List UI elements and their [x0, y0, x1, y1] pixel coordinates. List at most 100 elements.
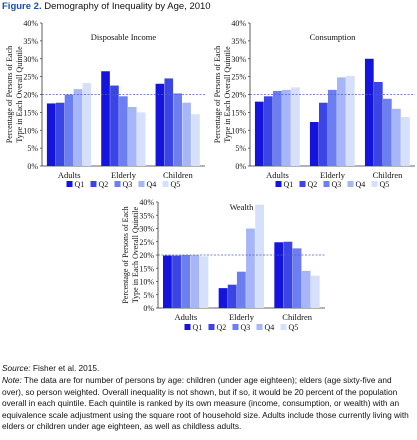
y-axis-label-line-1: Percentage of Persons of Each [121, 206, 130, 303]
bar-adults-q1 [163, 255, 172, 308]
y-tick-label: 30% [23, 55, 38, 64]
legend-swatch-q3 [323, 181, 330, 187]
bar-adults-q5 [82, 83, 92, 166]
bar-children-q2 [164, 78, 174, 166]
bar-elderly-q3 [327, 89, 337, 166]
category-label-elderly: Elderly [111, 170, 137, 180]
y-axis-label-line-1: Percentage of Persons of Each [213, 46, 222, 143]
bar-children-q5 [191, 114, 200, 166]
y-tick-label: 5% [27, 144, 38, 153]
legend-label-q1: Q1 [75, 180, 85, 189]
bar-adults-q1 [46, 103, 56, 166]
legend-swatch-q4 [256, 324, 263, 330]
bar-elderly-q2 [227, 284, 237, 308]
y-tick-label: 0% [27, 162, 38, 171]
bar-children-q3 [173, 93, 182, 166]
y-tick-label: 30% [139, 225, 154, 234]
bar-children-q1 [364, 58, 374, 166]
y-tick-label: 15% [23, 108, 38, 117]
y-axis-label-line-2: Type in Each Overall Quintile [15, 46, 24, 143]
y-tick-label: 30% [231, 55, 246, 64]
legend-label-q5: Q5 [171, 180, 181, 189]
y-tick-label: 20% [23, 91, 38, 100]
legend-swatch-q5 [162, 181, 169, 187]
legend-label-q2: Q2 [308, 180, 318, 189]
y-tick-label: 25% [139, 238, 154, 247]
legend-label-q5: Q5 [380, 180, 390, 189]
y-axis-label-line-2: Type in Each Overall Quintile [131, 206, 140, 303]
legend-swatch-q4 [347, 181, 354, 187]
y-tick-label: 15% [231, 108, 246, 117]
y-tick-label: 5% [143, 291, 154, 300]
chart-title: Disposable Income [91, 32, 157, 42]
y-tick-label: 25% [231, 73, 246, 82]
legend-swatch-q5 [371, 181, 378, 187]
category-label-adults: Adults [266, 170, 289, 180]
category-label-children: Children [163, 170, 193, 180]
legend-label-q3: Q3 [332, 180, 342, 189]
y-tick-label: 10% [231, 126, 246, 135]
bar-children-q4 [301, 270, 311, 308]
legend-swatch-q4 [138, 181, 145, 187]
bar-children-q1 [274, 242, 284, 308]
bar-adults-q4 [190, 255, 200, 308]
bar-elderly-q5 [255, 204, 265, 308]
bar-adults-q4 [73, 89, 83, 166]
legend-swatch-q2 [90, 181, 97, 187]
bar-adults-q3 [64, 94, 74, 166]
bar-children-q4 [392, 108, 401, 166]
y-tick-label: 20% [139, 251, 154, 260]
bar-adults-q2 [55, 102, 65, 166]
y-tick-label: 0% [235, 162, 246, 171]
legend-swatch-q1 [66, 181, 73, 187]
bar-elderly-q4 [127, 107, 137, 166]
bar-adults-q5 [199, 256, 209, 308]
bar-adults-q3 [181, 255, 191, 308]
chart-title: Wealth [230, 202, 255, 212]
chart-title: Consumption [310, 32, 357, 42]
legend-label-q2: Q2 [217, 323, 227, 332]
bar-elderly-q3 [119, 96, 128, 166]
bar-elderly-q1 [218, 288, 228, 308]
bar-elderly-q4 [337, 77, 346, 166]
bar-children-q2 [373, 81, 383, 166]
category-label-children: Children [373, 170, 403, 180]
y-tick-label: 5% [235, 144, 246, 153]
legend-swatch-q5 [280, 324, 287, 330]
figure-title: Figure 2. Demography of Inequality by Ag… [2, 1, 211, 12]
bar-children-q2 [283, 241, 293, 308]
source-label: Source: [2, 363, 31, 373]
y-tick-label: 20% [231, 91, 246, 100]
y-axis-label: Percentage of Persons of EachType in Eac… [213, 46, 232, 143]
note-text: The data are for number of persons by ag… [2, 375, 409, 432]
legend-label-q4: Q4 [356, 180, 366, 189]
legend-label-q1: Q1 [193, 323, 203, 332]
legend-swatch-q1 [275, 181, 282, 187]
legend-swatch-q2 [208, 324, 215, 330]
category-label-adults: Adults [174, 312, 197, 322]
y-axis-label-line-1: Percentage of Persons of Each [5, 46, 14, 143]
bar-children-q3 [292, 248, 302, 308]
source-text: Fisher et al. 2015. [32, 363, 100, 373]
legend-swatch-q2 [299, 181, 306, 187]
consumption-chart: Percentage of Persons of EachType in Eac… [213, 19, 415, 189]
bar-elderly-q4 [246, 228, 255, 308]
bar-adults-q3 [272, 90, 282, 166]
bar-adults-q2 [263, 96, 273, 166]
legend-label-q4: Q4 [265, 323, 275, 332]
y-tick-label: 40% [23, 19, 38, 28]
figure-label: Figure 2. [2, 1, 42, 12]
bar-adults-q1 [254, 101, 264, 166]
legend-label-q3: Q3 [241, 323, 251, 332]
category-label-elderly: Elderly [229, 312, 255, 322]
y-tick-label: 35% [23, 37, 38, 46]
y-tick-label: 25% [23, 73, 38, 82]
y-tick-label: 40% [231, 19, 246, 28]
bar-elderly-q1 [101, 71, 110, 166]
wealth-chart: Percentage of Persons of EachType in Eac… [121, 198, 325, 332]
y-tick-label: 35% [139, 211, 154, 220]
category-label-children: Children [282, 312, 312, 322]
note-paragraph: Note: The data are for number of persons… [2, 375, 415, 433]
bar-elderly-q5 [346, 75, 355, 166]
bar-children-q4 [182, 102, 191, 166]
